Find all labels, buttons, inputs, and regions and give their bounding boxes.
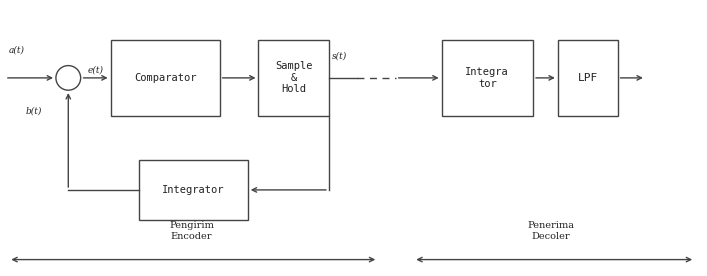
Text: Integrator: Integrator <box>162 185 225 195</box>
Bar <box>139 160 248 220</box>
Bar <box>259 40 329 116</box>
Text: b(t): b(t) <box>25 107 42 116</box>
Text: LPF: LPF <box>578 73 598 83</box>
Text: e(t): e(t) <box>88 65 104 74</box>
Text: Sample
&
Hold: Sample & Hold <box>275 61 312 94</box>
Bar <box>110 40 220 116</box>
Text: +: + <box>64 69 72 78</box>
Text: Integra
tor: Integra tor <box>465 67 509 89</box>
Text: Penerima
Decoler: Penerima Decoler <box>527 221 574 241</box>
Text: −: − <box>61 78 69 87</box>
Ellipse shape <box>56 66 81 90</box>
Bar <box>558 40 618 116</box>
Text: s(t): s(t) <box>332 52 347 61</box>
Text: Pengirim
Encoder: Pengirim Encoder <box>169 221 214 241</box>
Bar <box>442 40 533 116</box>
Text: Comparator: Comparator <box>134 73 197 83</box>
Text: a(t): a(t) <box>8 46 25 55</box>
